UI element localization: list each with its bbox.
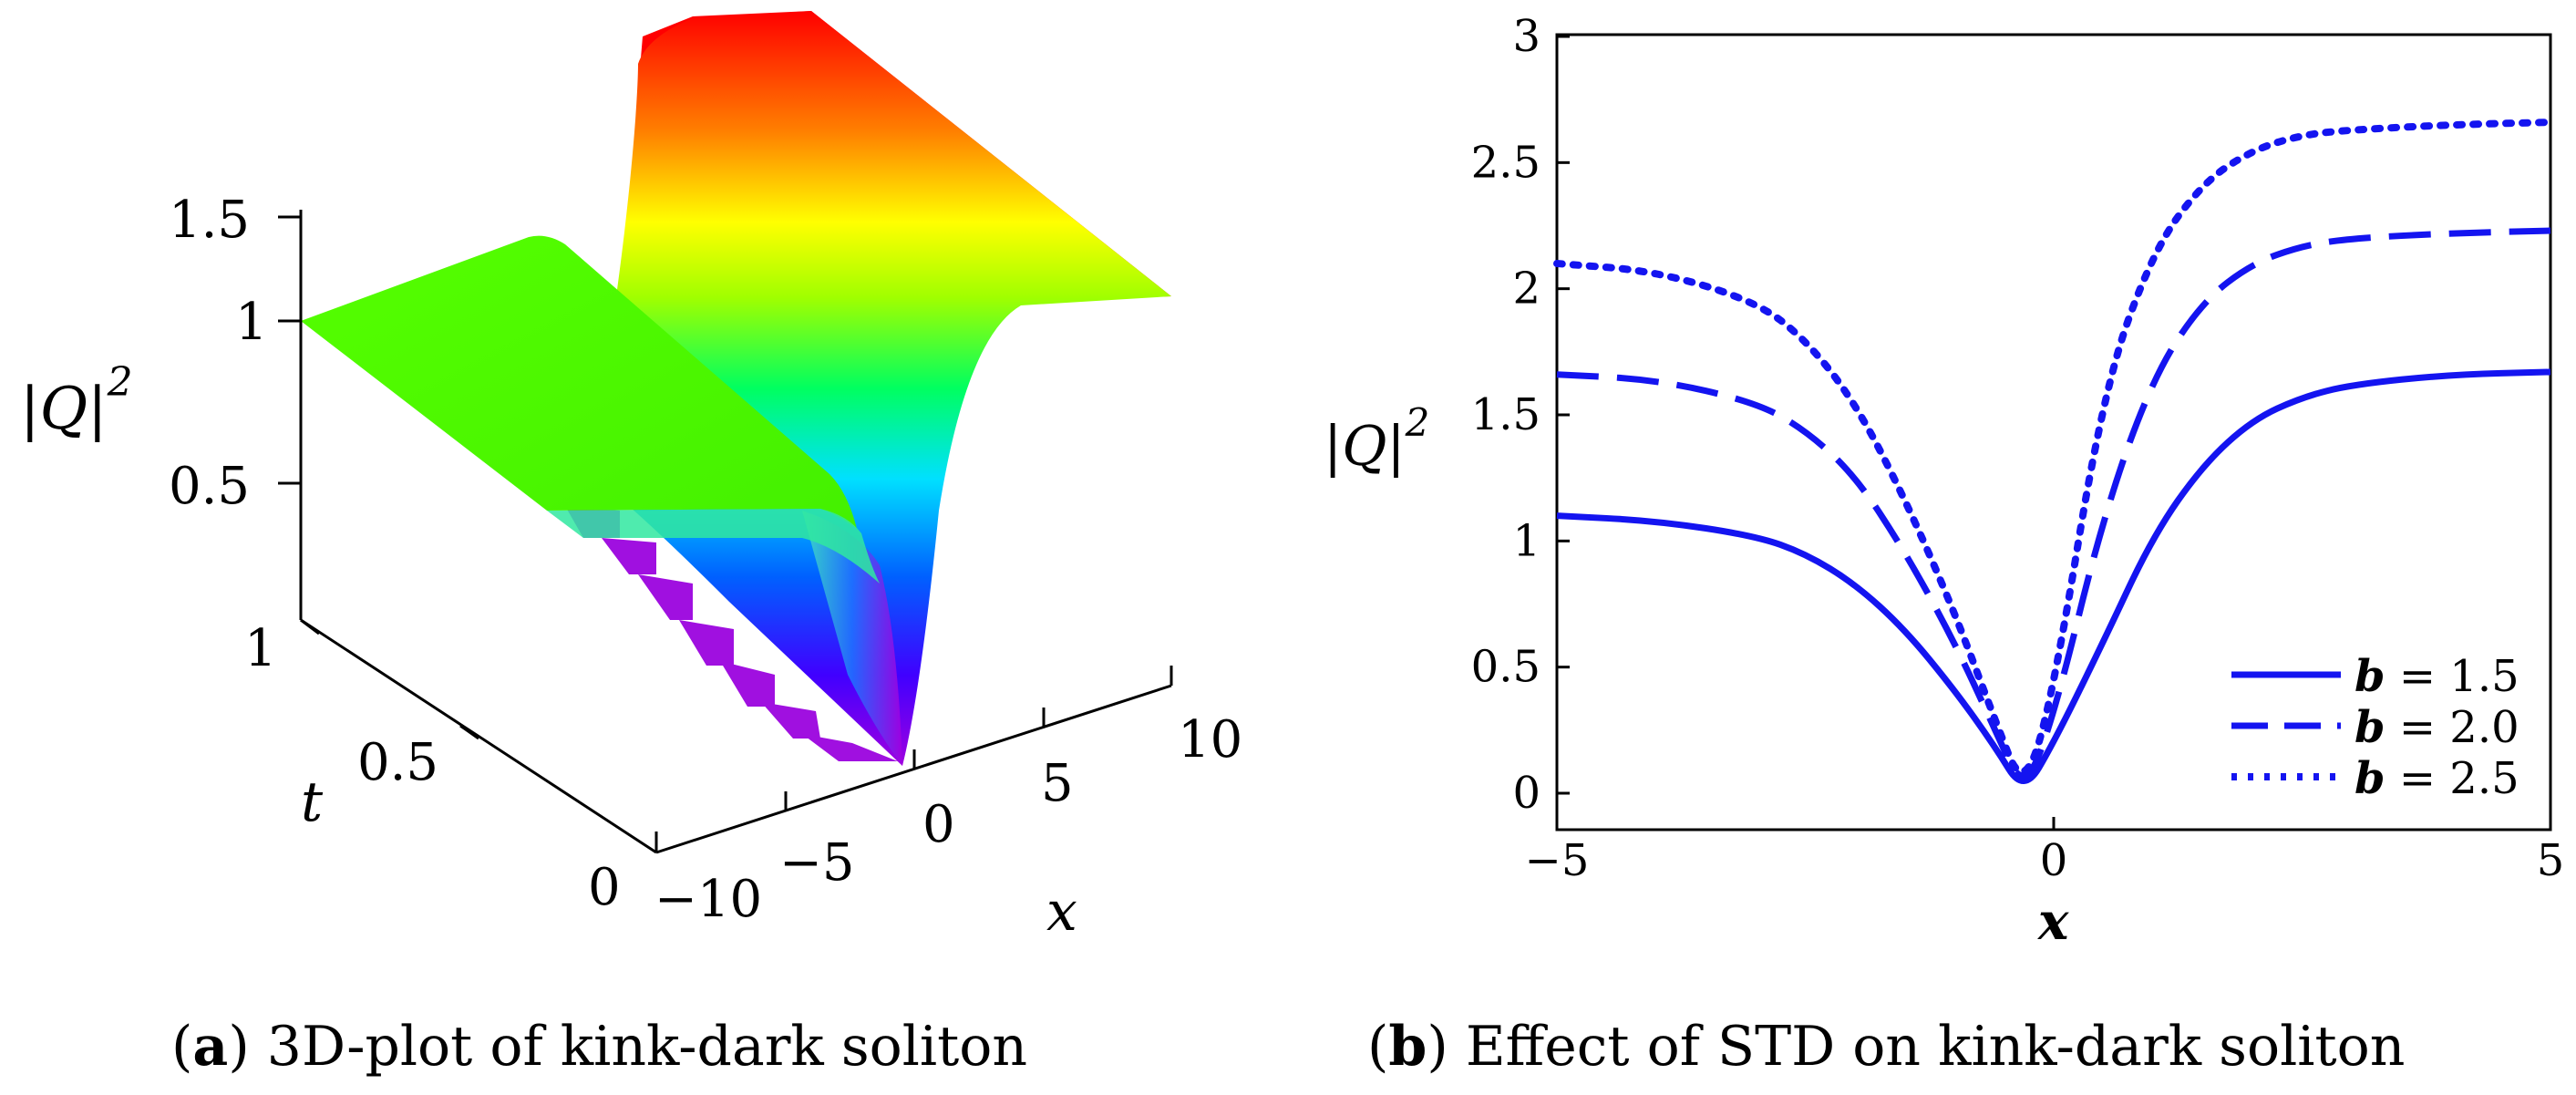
y-tick-label: 1.5 — [1471, 389, 1540, 440]
y-tick-label: 0 — [1512, 768, 1540, 819]
surface-rainbow-wall — [591, 11, 1171, 766]
surface-left-plateau — [301, 235, 857, 529]
z-axis — [278, 210, 303, 620]
z-axis-label: |Q|2 — [20, 359, 133, 443]
t-axis-label: t — [301, 770, 324, 834]
y-tick-label: 0.5 — [1471, 642, 1540, 693]
caption-b: (b) Effect of STD on kink-dark soliton — [1367, 1015, 2405, 1079]
t-tick-label: 0.5 — [357, 733, 438, 792]
x-tick-label: −5 — [779, 833, 855, 893]
z-tick-label: 1 — [235, 293, 268, 352]
legend-label: b = 1.5 — [2354, 651, 2519, 702]
x-tick-label: −5 — [1525, 835, 1590, 886]
x-tick-label: 5 — [2537, 835, 2565, 886]
caption-a: (a) 3D-plot of kink-dark soliton — [171, 1015, 1027, 1079]
legend-label: b = 2.5 — [2354, 753, 2519, 804]
y-tick-label: 3 — [1512, 11, 1540, 62]
x-tick-label: −10 — [654, 870, 762, 929]
t-axis — [300, 618, 657, 854]
surface-plateau-edge — [547, 509, 880, 584]
z-tick-label: 1.5 — [169, 191, 250, 250]
z-tick-label: 0.5 — [169, 457, 250, 516]
legend: b = 1.5 b = 2.0 b = 2.5 — [2231, 651, 2519, 804]
x-axis-label: x — [1046, 880, 1077, 944]
series-line-solid — [1556, 368, 2551, 784]
y-tick-label: 2 — [1512, 263, 1540, 315]
x-tick-label: 0 — [922, 795, 955, 854]
t-tick-label: 0 — [588, 858, 621, 917]
x-ticks: −5 0 5 — [1525, 817, 2565, 886]
series-lines — [1553, 119, 2554, 784]
legend-label: b = 2.0 — [2354, 702, 2519, 753]
y-tick-label: 1 — [1512, 515, 1540, 566]
y-tick-label: 2.5 — [1471, 137, 1540, 188]
y-ticks: 0 0.5 1 1.5 2 2.5 3 — [1471, 11, 1570, 819]
x-axis-label: x — [2037, 892, 2069, 952]
t-tick-label: 1 — [244, 619, 277, 678]
series-line-dotted — [1553, 119, 2554, 776]
x-tick-label: 5 — [1041, 754, 1074, 813]
x-tick-label: 0 — [2040, 835, 2068, 886]
x-tick-label: 10 — [1178, 710, 1242, 770]
panel-a-3d-plot: 1.5 1 0.5 1 0.5 0 −10 −5 0 5 10 |Q|2 t x… — [20, 11, 1242, 1079]
y-axis-label: |Q|2 — [1324, 400, 1429, 479]
series-line-dashed — [1556, 227, 2551, 780]
surface-dip — [802, 511, 902, 766]
panel-b-line-chart: 0 0.5 1 1.5 2 2.5 3 −5 0 5 |Q|2 x b = 1.5 b = 2.… — [1324, 11, 2564, 1079]
x-axis-3d — [654, 666, 1173, 854]
